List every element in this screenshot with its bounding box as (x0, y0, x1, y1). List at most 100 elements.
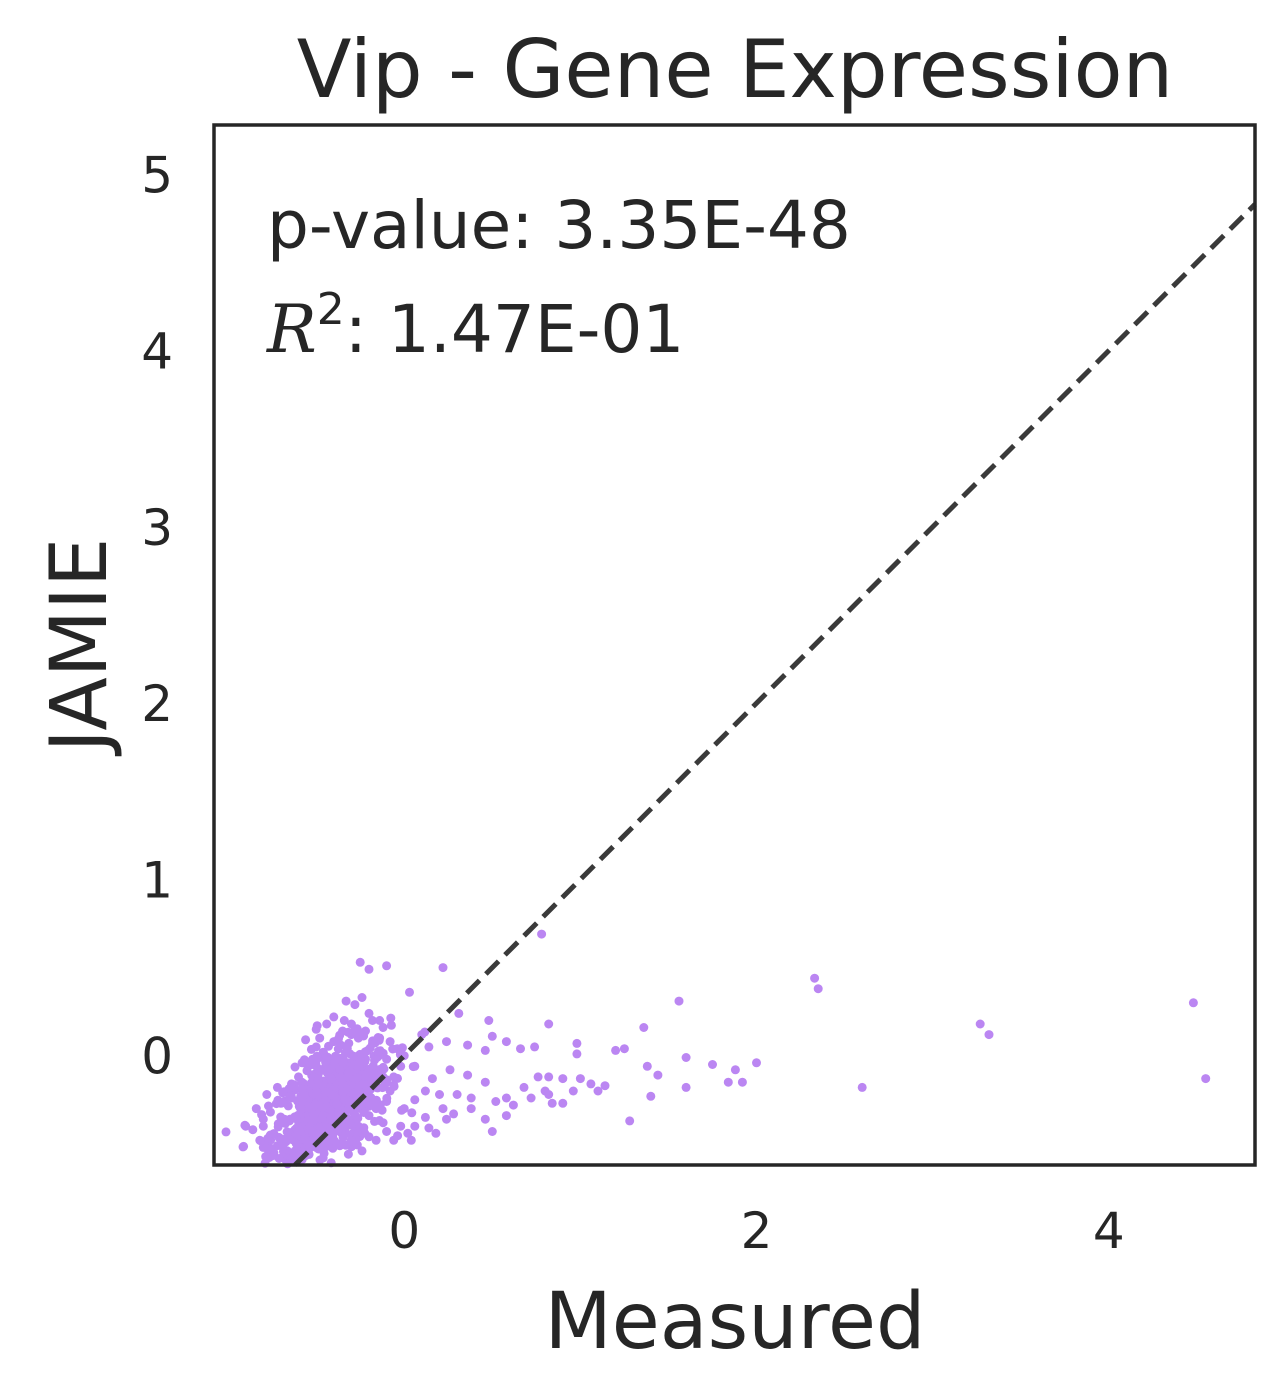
data-point (343, 1027, 353, 1037)
data-point (370, 1116, 379, 1126)
data-point (501, 1037, 511, 1047)
data-point (379, 1064, 389, 1074)
plot-frame (212, 123, 1257, 1167)
data-point (397, 1043, 407, 1053)
y-tick-label: 0 (141, 1028, 173, 1086)
data-point (646, 1091, 656, 1101)
data-point (357, 993, 367, 1002)
data-point (251, 1104, 261, 1114)
data-point (326, 1073, 336, 1083)
r-squared-symbol: R (266, 291, 317, 368)
data-point (586, 1079, 596, 1089)
data-point (438, 1104, 448, 1114)
data-point (681, 1082, 691, 1092)
data-point (312, 1087, 321, 1097)
data-point (619, 1044, 629, 1054)
data-point (324, 1041, 333, 1051)
x-axis-ticks: 0 2 4 (388, 1202, 1124, 1260)
data-point (435, 1090, 444, 1099)
x-tick-label: 2 (741, 1202, 773, 1260)
data-point (449, 1109, 459, 1119)
data-point (420, 1027, 430, 1037)
data-point (277, 1134, 287, 1144)
data-point (463, 1070, 473, 1080)
data-point (371, 1135, 381, 1145)
data-point (347, 1136, 357, 1146)
data-point (442, 1114, 451, 1124)
data-point (282, 1127, 292, 1137)
data-point (333, 1125, 343, 1135)
data-point (301, 1035, 311, 1045)
data-point (410, 1121, 420, 1131)
data-point (297, 1077, 307, 1087)
data-point (257, 1110, 267, 1120)
data-point (264, 1101, 273, 1111)
data-point (338, 1087, 348, 1097)
y-axis-label: JAMIE (35, 538, 125, 758)
data-point (314, 1066, 324, 1076)
data-point (291, 1114, 301, 1124)
data-point (312, 1051, 322, 1061)
data-point (487, 1031, 497, 1041)
data-point (338, 1139, 348, 1149)
data-point (408, 1062, 418, 1072)
data-point (625, 1116, 635, 1126)
x-tick-label: 0 (388, 1202, 420, 1260)
data-point (385, 1037, 395, 1047)
data-point (558, 1074, 568, 1084)
data-point (575, 1074, 585, 1084)
data-point (405, 987, 414, 997)
data-point (335, 1030, 345, 1040)
data-point (438, 963, 448, 973)
data-point (290, 1062, 300, 1072)
data-point (752, 1058, 761, 1068)
data-point (653, 1070, 663, 1080)
data-point (984, 1030, 994, 1040)
data-point (303, 1124, 313, 1134)
data-point (420, 1112, 430, 1122)
data-point (305, 1143, 315, 1153)
data-point (442, 1037, 451, 1047)
data-point (359, 1031, 369, 1041)
data-point (341, 1122, 351, 1131)
data-point (544, 1019, 554, 1029)
data-point (427, 1074, 437, 1084)
data-point (568, 1086, 578, 1096)
data-point (501, 1093, 511, 1103)
data-point (333, 1044, 343, 1054)
data-point (537, 929, 547, 939)
data-point (1201, 1074, 1211, 1084)
data-point (332, 1099, 342, 1109)
data-point (431, 1128, 441, 1138)
data-point (452, 1090, 462, 1099)
data-point (540, 1086, 550, 1096)
r-squared-exponent: 2 (317, 284, 345, 335)
data-point (407, 1108, 417, 1118)
data-point (354, 1061, 364, 1071)
data-point (353, 1113, 363, 1123)
data-point (352, 1073, 362, 1082)
data-point (378, 1023, 388, 1032)
data-point (361, 1080, 371, 1090)
y-tick-label: 4 (141, 323, 173, 381)
data-point (386, 1020, 396, 1030)
data-point (389, 1081, 399, 1091)
data-point (445, 1065, 455, 1075)
data-point (221, 1127, 231, 1137)
data-point (484, 1016, 494, 1025)
data-point (364, 1008, 374, 1018)
data-point (364, 964, 374, 974)
data-point (723, 1077, 733, 1087)
reference-line (293, 202, 1257, 1167)
data-point (312, 1021, 322, 1031)
data-point (278, 1098, 288, 1108)
data-point (480, 1045, 490, 1055)
data-point (331, 1054, 341, 1064)
p-value-annotation: p-value: 3.35E-48 (267, 187, 851, 264)
data-point (397, 1105, 407, 1115)
data-point (349, 1051, 358, 1061)
data-point (310, 1100, 320, 1109)
data-point (501, 1111, 511, 1121)
data-point (547, 1098, 557, 1108)
data-point (371, 1100, 381, 1110)
